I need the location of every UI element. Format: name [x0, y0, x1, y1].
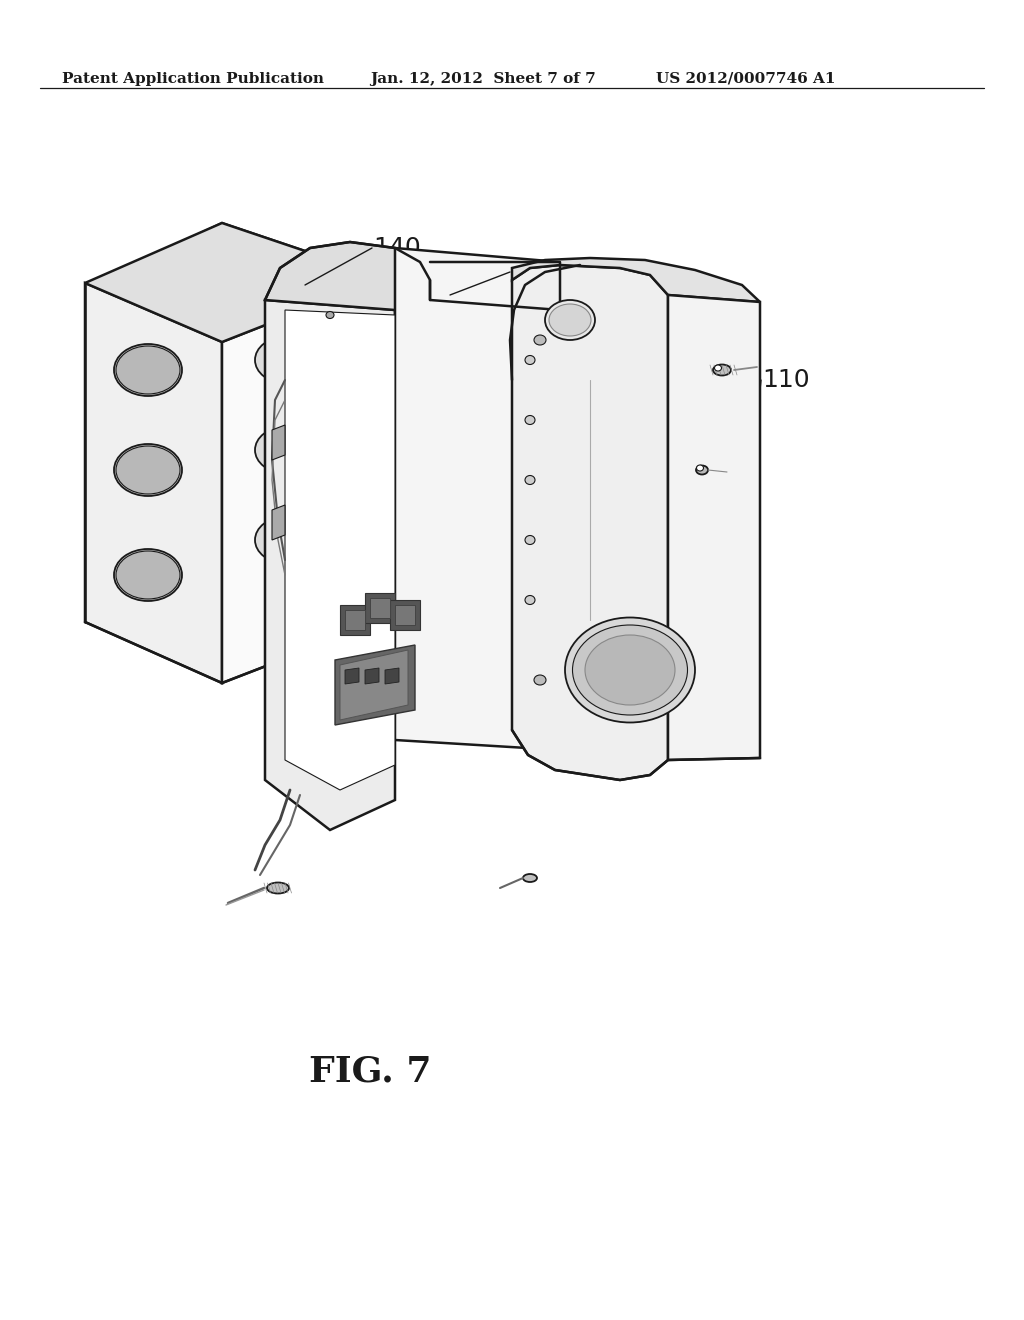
Ellipse shape: [715, 366, 722, 371]
Ellipse shape: [525, 595, 535, 605]
Ellipse shape: [696, 465, 703, 471]
Polygon shape: [222, 279, 385, 682]
Polygon shape: [365, 668, 379, 684]
Polygon shape: [340, 605, 370, 635]
Text: 130: 130: [512, 260, 560, 284]
Ellipse shape: [525, 416, 535, 425]
Ellipse shape: [525, 475, 535, 484]
Polygon shape: [512, 265, 668, 780]
Ellipse shape: [116, 550, 180, 599]
Polygon shape: [390, 601, 420, 630]
Polygon shape: [148, 223, 385, 315]
Ellipse shape: [390, 346, 398, 354]
Ellipse shape: [114, 345, 182, 396]
Text: 140: 140: [373, 236, 421, 260]
Polygon shape: [265, 300, 395, 830]
Text: Patent Application Publication: Patent Application Publication: [62, 73, 324, 86]
Polygon shape: [340, 649, 408, 719]
Polygon shape: [365, 593, 395, 623]
Polygon shape: [85, 223, 385, 342]
Ellipse shape: [255, 337, 315, 383]
Ellipse shape: [114, 549, 182, 601]
Polygon shape: [385, 668, 399, 684]
Polygon shape: [272, 506, 285, 540]
Ellipse shape: [326, 312, 334, 318]
Ellipse shape: [255, 517, 315, 564]
Ellipse shape: [523, 874, 537, 882]
Text: FIG. 7: FIG. 7: [309, 1055, 431, 1089]
Ellipse shape: [585, 635, 675, 705]
Text: Jan. 12, 2012  Sheet 7 of 7: Jan. 12, 2012 Sheet 7 of 7: [370, 73, 596, 86]
Ellipse shape: [545, 300, 595, 341]
Ellipse shape: [525, 536, 535, 544]
Ellipse shape: [525, 355, 535, 364]
Polygon shape: [265, 242, 430, 310]
Polygon shape: [345, 668, 359, 684]
Polygon shape: [285, 310, 395, 789]
Ellipse shape: [549, 304, 591, 337]
Ellipse shape: [572, 624, 687, 715]
Ellipse shape: [534, 675, 546, 685]
Ellipse shape: [116, 446, 180, 494]
Text: US 2012/0007746 A1: US 2012/0007746 A1: [656, 73, 836, 86]
Text: 110: 110: [762, 368, 810, 392]
Polygon shape: [395, 248, 560, 750]
Polygon shape: [668, 294, 760, 760]
Polygon shape: [335, 645, 415, 725]
Ellipse shape: [116, 346, 180, 393]
Ellipse shape: [114, 444, 182, 496]
Polygon shape: [345, 610, 365, 630]
Ellipse shape: [267, 883, 289, 894]
Polygon shape: [85, 282, 222, 682]
Polygon shape: [395, 605, 415, 624]
Polygon shape: [370, 598, 390, 618]
Polygon shape: [272, 425, 285, 459]
Ellipse shape: [713, 364, 731, 375]
Ellipse shape: [255, 426, 315, 473]
Ellipse shape: [565, 618, 695, 722]
Ellipse shape: [534, 335, 546, 345]
Polygon shape: [512, 257, 760, 302]
Ellipse shape: [305, 579, 355, 620]
Ellipse shape: [696, 466, 708, 474]
